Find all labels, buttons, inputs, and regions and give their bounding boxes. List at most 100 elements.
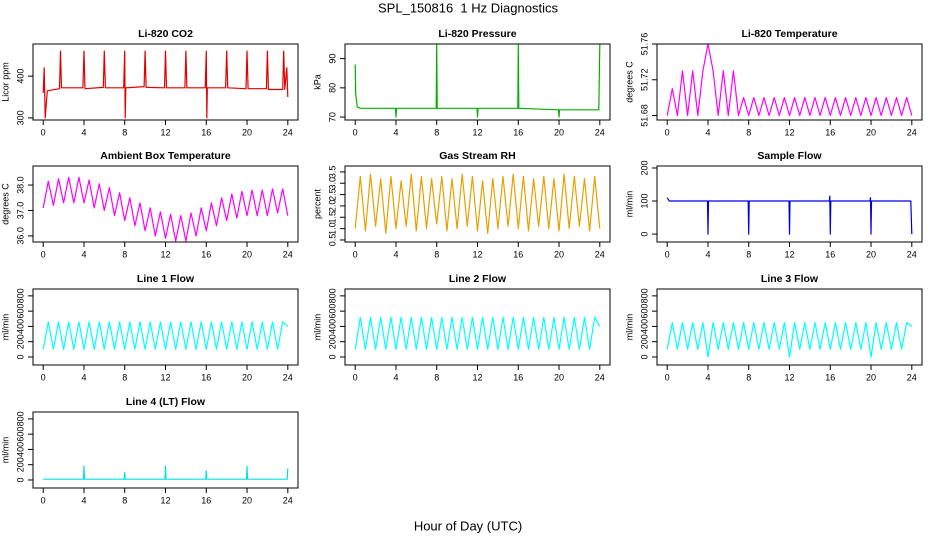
y-tick-label: 0 (15, 354, 25, 359)
y-tick-label: 100 (639, 194, 649, 209)
x-tick-label: 12 (472, 127, 482, 137)
x-tick-label: 8 (746, 127, 751, 137)
y-tick-label: 36.0 (15, 227, 25, 245)
x-tick-label: 20 (554, 249, 564, 259)
y-tick-label: 0.5 (327, 234, 337, 247)
x-tick-label: 0 (41, 372, 46, 382)
plot-area (42, 176, 289, 242)
y-tick-label: 800 (327, 288, 337, 303)
y-tick-label: 0 (639, 354, 649, 359)
y-tick-label: 51.76 (639, 33, 649, 56)
y-tick-label: 400 (15, 319, 25, 334)
data-line (666, 322, 913, 358)
x-tick-label: 0 (665, 127, 670, 137)
plot-area (666, 44, 913, 117)
x-tick-label: 20 (242, 249, 252, 259)
y-tick-label: 90 (327, 54, 337, 64)
y-tick-label: 37.0 (15, 202, 25, 220)
panel-title: Li-820 CO2 (138, 28, 193, 40)
y-tick-label: 300 (15, 110, 25, 125)
y-tick-label: 800 (15, 411, 25, 426)
x-tick-label: 12 (160, 249, 170, 259)
x-tick-label: 4 (705, 372, 710, 382)
y-tick-label: 600 (327, 304, 337, 319)
x-tick-label: 16 (201, 372, 211, 382)
y-tick-label: 1.5 (327, 211, 337, 224)
data-line (666, 195, 913, 235)
data-line (354, 44, 601, 118)
x-tick-label: 12 (472, 249, 482, 259)
x-tick-label: 8 (122, 372, 127, 382)
y-tick-label: 1.0 (327, 222, 337, 235)
x-tick-label: 24 (283, 249, 293, 259)
x-tick-label: 4 (81, 372, 86, 382)
plot-frame (32, 288, 299, 366)
x-tick-label: 8 (746, 372, 751, 382)
x-tick-label: 24 (907, 127, 917, 137)
x-tick-label: 20 (866, 372, 876, 382)
panel-title: Ambient Box Temperature (100, 150, 231, 162)
y-tick-label: 400 (327, 319, 337, 334)
y-axis-label: degrees C (624, 61, 634, 103)
plot-area (354, 316, 601, 350)
y-tick-label: 38.0 (15, 176, 25, 194)
x-tick-label: 12 (472, 372, 482, 382)
x-tick-label: 16 (201, 127, 211, 137)
x-tick-label: 16 (825, 372, 835, 382)
plot-frame (32, 165, 299, 243)
data-line (42, 321, 289, 350)
x-tick-label: 16 (825, 249, 835, 259)
x-tick-label: 20 (242, 495, 252, 505)
x-tick-label: 16 (513, 249, 523, 259)
x-tick-label: 16 (513, 127, 523, 137)
x-tick-label: 16 (201, 495, 211, 505)
x-tick-label: 4 (393, 127, 398, 137)
x-tick-label: 24 (595, 372, 605, 382)
y-tick-label: 600 (15, 304, 25, 319)
x-tick-label: 8 (434, 249, 439, 259)
x-tick-label: 24 (283, 495, 293, 505)
plot-area (354, 44, 601, 118)
page-title: SPL_150816 1 Hz Diagnostics (378, 0, 558, 15)
y-tick-label: 0 (15, 477, 25, 482)
x-axis-label: Hour of Day (UTC) (414, 518, 522, 533)
x-tick-label: 4 (705, 249, 710, 259)
x-tick-label: 4 (393, 249, 398, 259)
x-tick-label: 20 (242, 127, 252, 137)
x-tick-label: 20 (866, 127, 876, 137)
x-tick-label: 16 (513, 372, 523, 382)
x-tick-label: 8 (122, 127, 127, 137)
data-line (354, 316, 601, 350)
x-tick-label: 24 (907, 249, 917, 259)
x-tick-label: 8 (434, 372, 439, 382)
data-line (666, 44, 913, 117)
plot-area (43, 465, 289, 480)
y-tick-label: 800 (639, 288, 649, 303)
data-line (354, 173, 601, 234)
y-tick-label: 200 (15, 457, 25, 472)
y-tick-label: 80 (327, 83, 337, 93)
x-tick-label: 12 (784, 127, 794, 137)
x-tick-label: 0 (665, 372, 670, 382)
x-tick-label: 8 (122, 249, 127, 259)
x-tick-label: 0 (41, 495, 46, 505)
x-tick-label: 12 (160, 127, 170, 137)
panel-title: Li-820 Pressure (438, 28, 516, 40)
x-tick-label: 20 (242, 372, 252, 382)
plot-area (42, 321, 289, 350)
panel-title: Line 2 Flow (449, 273, 507, 285)
x-tick-label: 8 (122, 495, 127, 505)
y-axis-label: ml/min (0, 437, 10, 464)
y-axis-label: kPa (312, 74, 322, 90)
x-tick-label: 0 (353, 249, 358, 259)
x-tick-label: 12 (784, 372, 794, 382)
panel-title: Li-820 Temperature (741, 28, 837, 40)
y-tick-label: 400 (639, 319, 649, 334)
x-tick-label: 0 (41, 249, 46, 259)
x-tick-label: 20 (554, 372, 564, 382)
x-tick-label: 4 (705, 127, 710, 137)
x-tick-label: 16 (825, 127, 835, 137)
data-line (42, 50, 289, 119)
x-tick-label: 0 (41, 127, 46, 137)
y-axis-label: ml/min (312, 314, 322, 341)
